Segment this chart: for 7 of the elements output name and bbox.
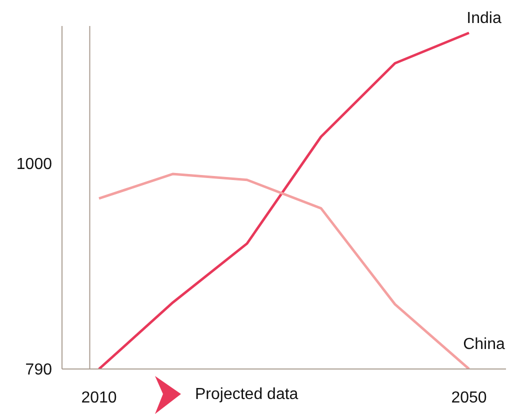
series-label: India xyxy=(466,10,502,27)
series-label: China xyxy=(463,336,505,353)
text: Projected data xyxy=(195,386,298,404)
y-tick-label: 790 xyxy=(25,362,52,379)
x-tick-label: 2010 xyxy=(81,389,117,406)
x-tick-label: 2050 xyxy=(451,389,487,406)
y-tick-label: 1000 xyxy=(16,156,52,173)
